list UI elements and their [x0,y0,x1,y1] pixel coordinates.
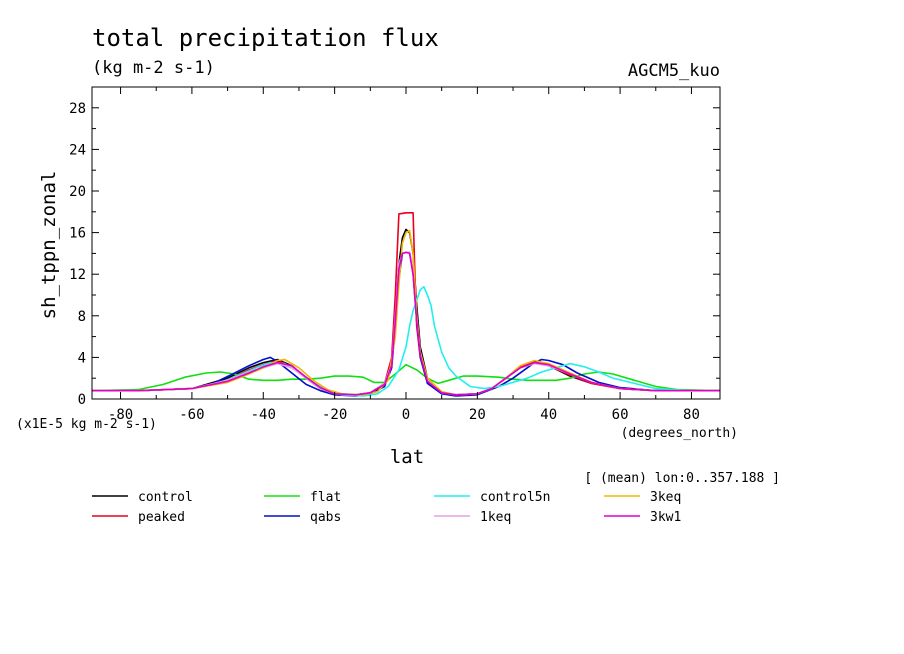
legend-label-control5n: control5n [480,490,550,505]
y-scale-note: (x1E-5 kg m-2 s-1) [16,417,157,432]
x-tick-label: -20 [322,407,347,423]
legend-label-qabs: qabs [310,510,341,525]
series-line-control [92,228,720,396]
series-layer [91,212,721,397]
legend-label-control: control [138,490,193,505]
y-tick-label: 12 [69,267,86,283]
legend: control peaked flat qabs control5n 1keq 3keq 3k… [92,490,681,525]
series-line-control5n [92,285,720,397]
series-line-qabs [92,251,720,397]
series-line-flat [91,363,721,392]
model-label: AGCM5_kuo [628,61,720,81]
legend-label-3keq: 3keq [650,490,681,505]
ticks-layer: -80 -60 -40 -20 0 20 40 60 80 0 4 8 12 16 20 24 28 [69,87,720,423]
x-units-label: (degrees_north) [621,426,738,441]
y-tick-label: 20 [69,184,86,200]
y-tick-label: 0 [78,392,86,408]
series-line-3keq [92,229,720,396]
x-tick-label: 80 [683,407,700,423]
series-line-peaked [92,212,720,396]
legend-label-3kw1: 3kw1 [650,510,681,525]
series-line-1keq [92,251,720,396]
series-line-3kw1 [92,251,720,396]
plot-frame [91,86,721,400]
y-tick-label: 16 [69,226,86,242]
x-tick-label: -40 [251,407,276,423]
x-tick-label: 20 [469,407,486,423]
y-tick-label: 8 [78,309,86,325]
x-tick-label: 40 [540,407,557,423]
x-tick-label: 60 [612,407,629,423]
chart-title: total precipitation flux [92,24,439,52]
x-axis-label: lat [390,446,424,468]
y-tick-label: 24 [69,142,86,158]
legend-label-flat: flat [310,490,341,505]
y-tick-label: 28 [69,101,86,117]
y-tick-label: 4 [78,350,86,366]
chart-subtitle: (kg m-2 s-1) [92,58,215,78]
legend-label-peaked: peaked [138,510,185,525]
x-tick-label: -60 [179,407,204,423]
mean-note: [ (mean) lon:0..357.188 ] [584,471,780,486]
y-axis-label: sh_tppn_zonal [38,171,60,320]
legend-label-1keq: 1keq [480,510,511,525]
x-tick-label: 0 [402,407,410,423]
x-tick-label: -80 [108,407,133,423]
